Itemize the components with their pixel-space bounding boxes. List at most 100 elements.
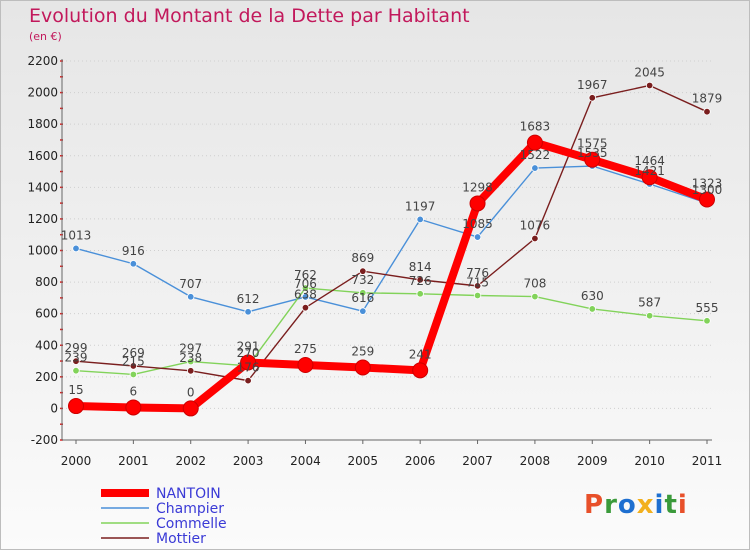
y-tick-label: 1400: [27, 180, 58, 194]
data-label-nantoin: 0: [187, 385, 195, 399]
data-label-champier: 1300: [692, 183, 723, 197]
grid-layer: [62, 60, 712, 441]
axis-layer: -200 0 200 400 600 800 1000 1200 1400 1600 1800 200…: [27, 54, 722, 468]
data-point-nantoin: [354, 359, 371, 376]
proxiti-logo: Proxiti: [584, 490, 688, 520]
data-point-commelle: [588, 305, 596, 313]
y-tick-label: 400: [35, 338, 58, 352]
y-tick-label: 1200: [27, 212, 58, 226]
data-label-commelle: 270: [237, 346, 260, 360]
series-line-mottier: [75, 84, 708, 382]
data-label-nantoin: 291: [237, 339, 260, 353]
data-point-nantoin: [699, 191, 715, 208]
x-tick-label: 2007: [462, 454, 493, 468]
data-label-champier: 1421: [634, 164, 665, 178]
data-label-commelle: 297: [179, 342, 202, 356]
data-point-commelle: [187, 357, 195, 366]
data-point-mottier: [187, 367, 195, 375]
x-tick-label: 2000: [61, 454, 92, 468]
data-label-champier: 706: [294, 277, 317, 291]
data-point-nantoin: [584, 151, 601, 168]
legend-label-champier: Champier: [156, 501, 224, 517]
data-point-mottier: [359, 267, 367, 275]
data-point-nantoin: [641, 169, 658, 186]
data-point-champier: [301, 293, 310, 301]
data-label-mottier: 176: [237, 361, 260, 375]
series-line-nantoin: [72, 138, 711, 413]
data-point-mottier: [129, 362, 138, 370]
data-point-mottier: [473, 282, 482, 290]
data-point-mottier: [244, 376, 252, 385]
x-tick-label: 2004: [290, 454, 321, 468]
data-point-commelle: [301, 284, 310, 292]
data-label-mottier: 638: [294, 288, 317, 302]
data-point-commelle: [416, 290, 424, 298]
data-label-commelle: 726: [409, 274, 432, 288]
data-label-commelle: 555: [696, 301, 719, 315]
data-label-commelle: 630: [581, 289, 604, 303]
data-point-commelle: [703, 317, 711, 325]
data-label-champier: 1522: [520, 148, 551, 162]
series-line-champier: [75, 165, 708, 313]
data-point-champier: [129, 260, 138, 268]
data-label-champier: 616: [351, 291, 374, 305]
data-point-mottier: [703, 107, 711, 116]
data-label-mottier: 1076: [520, 218, 551, 232]
y-tick-label: 2000: [27, 86, 58, 100]
data-point-mottier: [72, 357, 80, 365]
data-point-mottier: [645, 81, 654, 90]
data-label-champier: 612: [237, 292, 260, 306]
y-tick-label: 2200: [27, 54, 58, 68]
x-tick-label: 2001: [118, 454, 149, 468]
data-label-commelle: 732: [351, 273, 374, 287]
data-point-champier: [72, 244, 80, 253]
data-point-nantoin: [469, 195, 486, 212]
data-point-commelle: [72, 366, 80, 375]
data-label-nantoin: 6: [130, 384, 138, 398]
x-tick-label: 2011: [692, 454, 723, 468]
data-point-nantoin: [125, 399, 142, 416]
data-point-commelle: [473, 291, 482, 300]
data-label-commelle: 715: [466, 276, 489, 290]
x-tick-label: 2006: [405, 454, 436, 468]
data-point-champier: [359, 307, 367, 315]
data-label-mottier: 869: [351, 251, 374, 265]
x-tick-label: 2010: [634, 454, 665, 468]
data-point-mottier: [588, 94, 596, 102]
y-tick-label: 1000: [27, 244, 58, 258]
data-label-mottier: 238: [179, 351, 202, 365]
data-label-commelle: 215: [122, 354, 145, 368]
data-point-commelle: [359, 289, 367, 297]
data-label-mottier: 269: [122, 346, 145, 360]
data-point-mottier: [301, 303, 310, 312]
data-label-mottier: 1967: [577, 78, 608, 92]
y-tick-label: 1800: [27, 117, 58, 131]
data-label-mottier: 299: [65, 341, 88, 355]
y-tick-label: 600: [35, 307, 58, 321]
data-point-champier: [473, 233, 482, 241]
data-point-nantoin: [68, 398, 84, 415]
x-tick-label: 2003: [233, 454, 264, 468]
data-label-nantoin: 259: [351, 345, 374, 359]
data-label-commelle: 239: [65, 351, 88, 365]
data-label-champier: 1535: [577, 146, 608, 160]
data-label-nantoin: 241: [409, 347, 432, 361]
data-label-nantoin: 1683: [520, 120, 551, 134]
x-tick-label: 2009: [577, 454, 608, 468]
data-label-mottier: 2045: [634, 65, 665, 79]
data-label-mottier: 814: [409, 260, 432, 274]
data-label-nantoin: 275: [294, 342, 317, 356]
data-point-nantoin: [412, 362, 429, 379]
legend-label-mottier: Mottier: [156, 531, 206, 547]
legend-label-commelle: Commelle: [156, 516, 227, 532]
y-tick-label: 0: [50, 401, 58, 415]
data-label-nantoin: 15: [68, 383, 83, 397]
data-point-nantoin: [526, 134, 543, 151]
y-tick-label: 800: [35, 275, 58, 289]
data-point-champier: [416, 215, 424, 224]
data-point-commelle: [531, 292, 539, 301]
data-point-mottier: [416, 276, 424, 284]
data-label-mottier: 1879: [692, 92, 723, 106]
unit-label: (en €): [29, 30, 62, 43]
data-label-champier: 1197: [405, 199, 436, 213]
